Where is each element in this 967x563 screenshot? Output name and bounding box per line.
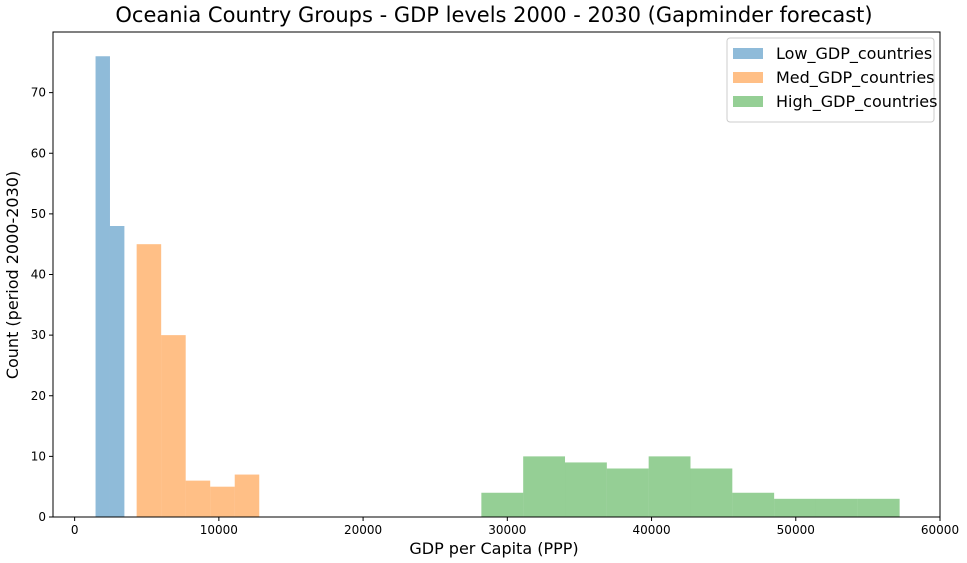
y-tick-label: 10: [31, 449, 46, 463]
legend-frame: [726, 37, 935, 123]
x-tick-label: 50000: [777, 523, 815, 537]
bar-High_GDP_countries-1: [523, 456, 566, 518]
bar-High_GDP_countries-9: [857, 498, 900, 517]
legend-label-Med_GDP_countries: Med_GDP_countries: [776, 68, 935, 88]
bar-High_GDP_countries-5: [690, 468, 733, 517]
bar-High_GDP_countries-3: [606, 468, 649, 517]
legend: Low_GDP_countries Med_GDP_countries High_G…: [726, 37, 937, 123]
y-axis-label: Count (period 2000-2030): [3, 171, 22, 379]
x-axis: 0 10000 20000 30000 40000 50000 60000: [71, 517, 959, 537]
x-tick-label: 40000: [632, 523, 670, 537]
bar-Med_GDP_countries-2: [185, 480, 211, 518]
bar-Med_GDP_countries-0: [136, 244, 162, 517]
y-tick-label: 50: [31, 207, 46, 221]
legend-swatch-High_GDP_countries: [733, 96, 763, 107]
y-tick-label: 30: [31, 328, 46, 342]
bar-High_GDP_countries-6: [732, 492, 775, 517]
x-tick-label: 20000: [344, 523, 382, 537]
bars-layer: [95, 56, 900, 518]
bar-Low_GDP_countries-1: [109, 226, 125, 517]
legend-swatch-Med_GDP_countries: [733, 72, 763, 83]
y-tick-label: 70: [31, 86, 46, 100]
x-tick-label: 60000: [921, 523, 959, 537]
bar-High_GDP_countries-7: [774, 498, 816, 517]
legend-label-Low_GDP_countries: Low_GDP_countries: [776, 44, 932, 64]
x-tick-label: 0: [71, 523, 79, 537]
bar-Low_GDP_countries-0: [95, 56, 110, 517]
y-tick-label: 20: [31, 389, 46, 403]
bar-High_GDP_countries-0: [481, 492, 524, 517]
bar-High_GDP_countries-4: [648, 456, 691, 518]
bar-High_GDP_countries-8: [815, 498, 858, 517]
x-tick-label: 30000: [488, 523, 526, 537]
bar-Med_GDP_countries-3: [210, 486, 235, 517]
bar-High_GDP_countries-2: [565, 462, 607, 517]
y-axis: 0 10 20 30 40 50 60 70: [31, 86, 53, 524]
x-axis-label: GDP per Capita (PPP): [409, 539, 578, 558]
legend-swatch-Low_GDP_countries: [733, 48, 763, 59]
y-tick-label: 60: [31, 146, 46, 160]
bar-Med_GDP_countries-1: [161, 335, 186, 518]
chart-title: Oceania Country Groups - GDP levels 2000…: [115, 3, 872, 27]
legend-label-High_GDP_countries: High_GDP_countries: [776, 92, 937, 112]
y-tick-label: 0: [38, 510, 46, 524]
x-tick-label: 10000: [200, 523, 238, 537]
y-tick-label: 40: [31, 268, 46, 282]
bar-Med_GDP_countries-4: [234, 474, 260, 517]
